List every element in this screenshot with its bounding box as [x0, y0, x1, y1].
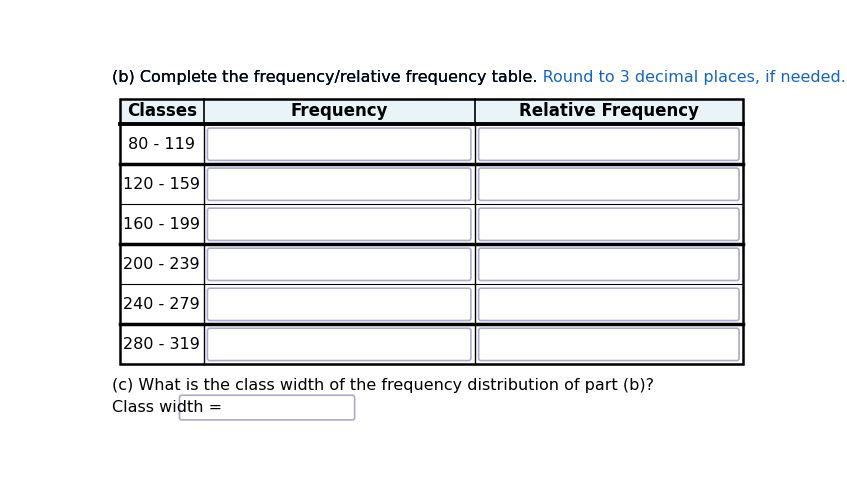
- Text: 240 - 279: 240 - 279: [124, 297, 200, 312]
- Text: Frequency: Frequency: [291, 103, 388, 121]
- Text: 280 - 319: 280 - 319: [123, 337, 200, 352]
- Bar: [119, 324, 743, 365]
- Text: (b) Complete the frequency/relative frequency table.: (b) Complete the frequency/relative freq…: [112, 69, 538, 84]
- Bar: [119, 204, 743, 245]
- Bar: [119, 164, 743, 204]
- FancyBboxPatch shape: [208, 328, 471, 361]
- Text: 200 - 239: 200 - 239: [124, 257, 200, 272]
- Bar: [119, 99, 743, 365]
- Text: (c) What is the class width of the frequency distribution of part (b)?: (c) What is the class width of the frequ…: [112, 378, 654, 393]
- FancyBboxPatch shape: [208, 168, 471, 200]
- Text: Relative Frequency: Relative Frequency: [519, 103, 699, 121]
- FancyBboxPatch shape: [208, 128, 471, 160]
- Text: Classes: Classes: [127, 103, 197, 121]
- FancyBboxPatch shape: [208, 248, 471, 281]
- Text: 120 - 159: 120 - 159: [123, 177, 200, 192]
- FancyBboxPatch shape: [479, 128, 739, 160]
- FancyBboxPatch shape: [208, 288, 471, 320]
- Text: Class width =: Class width =: [112, 400, 227, 415]
- Bar: [119, 99, 743, 124]
- FancyBboxPatch shape: [479, 328, 739, 361]
- FancyBboxPatch shape: [479, 208, 739, 241]
- FancyBboxPatch shape: [180, 395, 355, 420]
- Text: 80 - 119: 80 - 119: [128, 137, 195, 152]
- Bar: [119, 245, 743, 284]
- Text: (b) Complete the frequency/relative frequency table.: (b) Complete the frequency/relative freq…: [112, 69, 538, 84]
- Bar: [119, 99, 743, 365]
- Text: 160 - 199: 160 - 199: [123, 217, 200, 232]
- Bar: [119, 284, 743, 324]
- FancyBboxPatch shape: [479, 248, 739, 281]
- FancyBboxPatch shape: [208, 208, 471, 241]
- Bar: [119, 124, 743, 164]
- FancyBboxPatch shape: [479, 288, 739, 320]
- Text: (b) Complete the frequency/relative frequency table. Round to 3 decimal places, : (b) Complete the frequency/relative freq…: [112, 69, 846, 84]
- FancyBboxPatch shape: [479, 168, 739, 200]
